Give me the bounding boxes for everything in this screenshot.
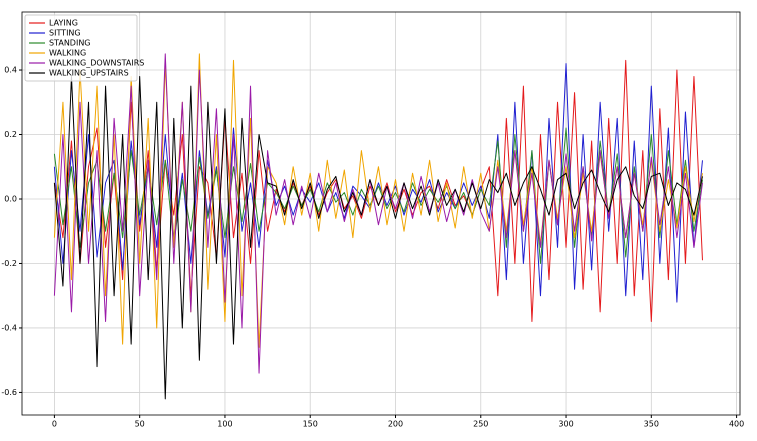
x-tick-label: 0 xyxy=(52,420,57,429)
y-tick-label: 0.4 xyxy=(4,66,17,75)
y-tick-label: -0.6 xyxy=(1,388,17,397)
x-tick-label: 350 xyxy=(644,420,659,429)
y-tick-label: -0.4 xyxy=(1,323,17,332)
series-line xyxy=(53,53,703,374)
x-tick-label: 150 xyxy=(303,420,318,429)
legend-label: WALKING_DOWNSTAIRS xyxy=(49,59,144,68)
legend-label: LAYING xyxy=(49,19,78,28)
x-tick-label: 100 xyxy=(217,420,232,429)
series-line xyxy=(53,75,703,400)
plot-frame xyxy=(21,11,741,416)
x-tick-label: 200 xyxy=(388,420,403,429)
y-tick-label: -0.2 xyxy=(1,259,17,268)
legend-frame xyxy=(24,14,138,82)
legend-label: SITTING xyxy=(49,29,81,38)
x-tick-label: 300 xyxy=(558,420,573,429)
legend-label: STANDING xyxy=(49,39,91,48)
x-tick-label: 50 xyxy=(135,420,145,429)
series-line xyxy=(53,53,703,348)
legend-label: WALKING xyxy=(49,49,86,58)
legend: LAYINGSITTINGSTANDINGWALKINGWALKING_DOWN… xyxy=(24,14,144,82)
y-tick-label: 0.0 xyxy=(4,194,17,203)
x-tick-label: 250 xyxy=(473,420,488,429)
x-tick-label: 400 xyxy=(729,420,744,429)
legend-label: WALKING_UPSTAIRS xyxy=(49,69,129,78)
y-tick-label: 0.2 xyxy=(4,130,17,139)
